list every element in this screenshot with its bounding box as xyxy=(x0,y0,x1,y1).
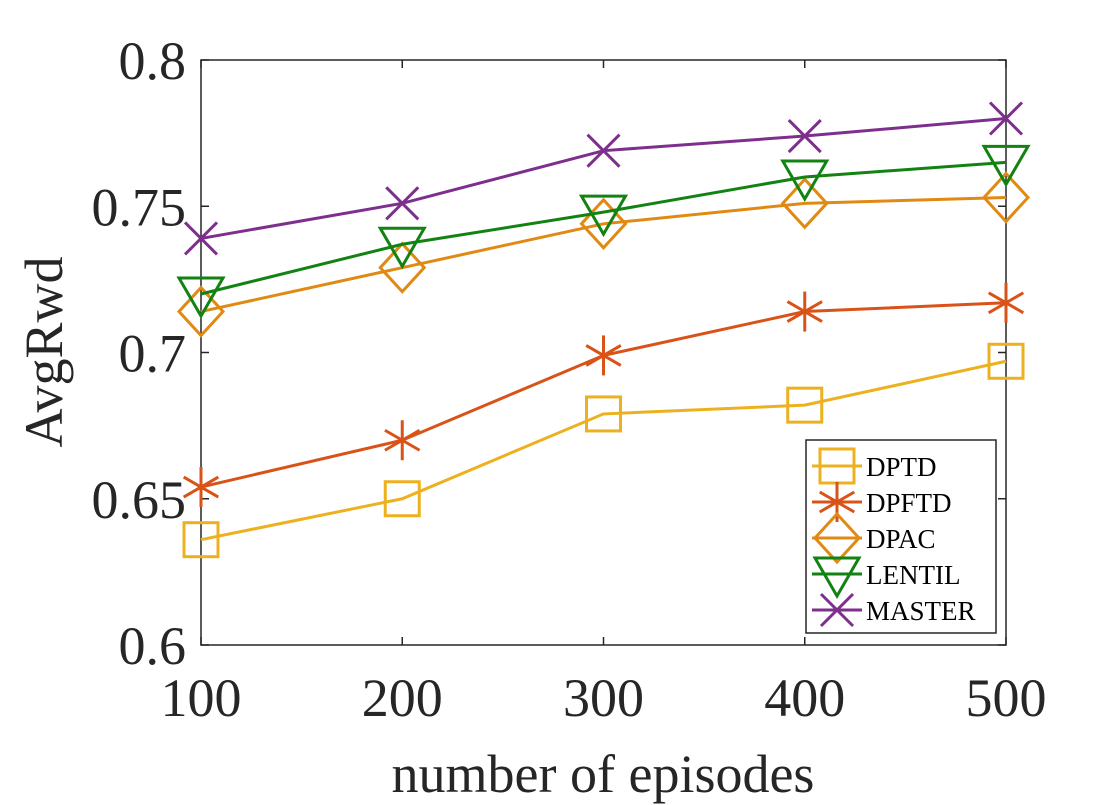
series-line xyxy=(200,359,1007,542)
legend-item: DPTD xyxy=(812,447,937,485)
asterisk-stroke xyxy=(818,490,856,514)
x-stroke xyxy=(988,101,1024,136)
data-point xyxy=(383,480,421,518)
diamond-mark xyxy=(812,511,862,565)
series-line xyxy=(200,160,1007,296)
y-axis-label: AvgRwd xyxy=(14,256,74,447)
series-dpftd xyxy=(182,282,1025,508)
data-point xyxy=(182,521,220,559)
data-point xyxy=(787,118,822,154)
y-tick-label: 0.65 xyxy=(92,470,187,530)
series-master xyxy=(183,101,1024,256)
x-tick-label: 500 xyxy=(966,668,1047,728)
diamond-mark xyxy=(780,177,829,230)
axes: 100 200 300 400 500 0.6 0.65 0.7 0.75 0.8 xyxy=(92,31,1047,728)
series-line xyxy=(200,195,1007,314)
data-point xyxy=(981,171,1031,224)
data-point xyxy=(586,133,621,168)
triangle-mark xyxy=(176,276,226,319)
x-stroke xyxy=(586,133,621,168)
x-stroke xyxy=(183,221,219,256)
diamond-mark xyxy=(981,171,1031,224)
x-axis-label: number of episodes xyxy=(392,744,815,804)
asterisk-stroke xyxy=(585,344,622,367)
marker-diamond xyxy=(812,511,862,565)
data-point xyxy=(987,342,1025,380)
data-point xyxy=(585,395,622,433)
x-tick-label: 300 xyxy=(563,668,644,728)
triangle-mark xyxy=(981,144,1031,188)
square-mark xyxy=(987,342,1025,380)
data-point xyxy=(384,420,421,461)
legend-item: LENTIL xyxy=(812,556,960,599)
x-tick-label: 100 xyxy=(161,668,242,728)
x-stroke xyxy=(787,118,822,154)
data-point xyxy=(377,226,427,270)
y-tick-label: 0.6 xyxy=(119,616,187,676)
data-point xyxy=(183,221,219,256)
series-dptd xyxy=(182,342,1025,559)
series-group xyxy=(176,101,1031,559)
data-point xyxy=(786,291,823,332)
data-point xyxy=(987,282,1025,323)
legend-label: LENTIL xyxy=(866,560,960,590)
marker-x xyxy=(819,592,855,628)
legend-item: DPAC xyxy=(812,511,936,565)
diamond-mark xyxy=(176,285,226,338)
data-point xyxy=(981,144,1031,188)
square-mark xyxy=(585,395,622,433)
square-mark xyxy=(182,521,220,559)
diamond-mark xyxy=(378,241,427,294)
data-point xyxy=(780,177,829,230)
y-tick-label: 0.7 xyxy=(119,324,187,384)
x-tick-label: 400 xyxy=(764,668,845,728)
asterisk-stroke xyxy=(786,300,823,323)
asterisk-stroke xyxy=(987,291,1025,315)
triangle-mark xyxy=(377,226,427,270)
x-stroke xyxy=(385,186,420,221)
x-tick-label: 200 xyxy=(362,668,443,728)
legend-label: DPTD xyxy=(866,452,937,482)
data-point xyxy=(176,276,226,319)
square-mark xyxy=(786,386,824,424)
legend-item: DPFTD xyxy=(812,482,952,522)
y-tick-label: 0.75 xyxy=(92,177,187,237)
y-tick-label: 0.8 xyxy=(119,31,187,91)
data-point xyxy=(378,241,427,294)
data-point xyxy=(786,386,824,424)
square-mark xyxy=(383,480,421,518)
triangle-mark xyxy=(578,194,629,238)
data-point xyxy=(176,285,226,338)
legend-item: MASTER xyxy=(812,592,976,628)
data-point xyxy=(780,159,830,202)
asterisk-stroke xyxy=(384,428,421,452)
legend-label: DPAC xyxy=(866,524,936,554)
x-stroke xyxy=(819,592,855,628)
legend-label: MASTER xyxy=(866,596,976,626)
legend-label: DPFTD xyxy=(866,488,952,518)
series-lentil xyxy=(176,144,1031,319)
data-point xyxy=(988,101,1024,136)
data-point xyxy=(385,186,420,221)
data-point xyxy=(182,467,220,508)
asterisk-stroke xyxy=(182,475,220,499)
triangle-mark xyxy=(812,556,862,599)
triangle-mark xyxy=(780,159,830,202)
data-point xyxy=(585,335,622,376)
data-point xyxy=(578,194,629,238)
marker-triangle-down xyxy=(812,556,862,599)
legend: DPTD DPFTD DPAC LENTIL MASTER xyxy=(805,439,997,634)
